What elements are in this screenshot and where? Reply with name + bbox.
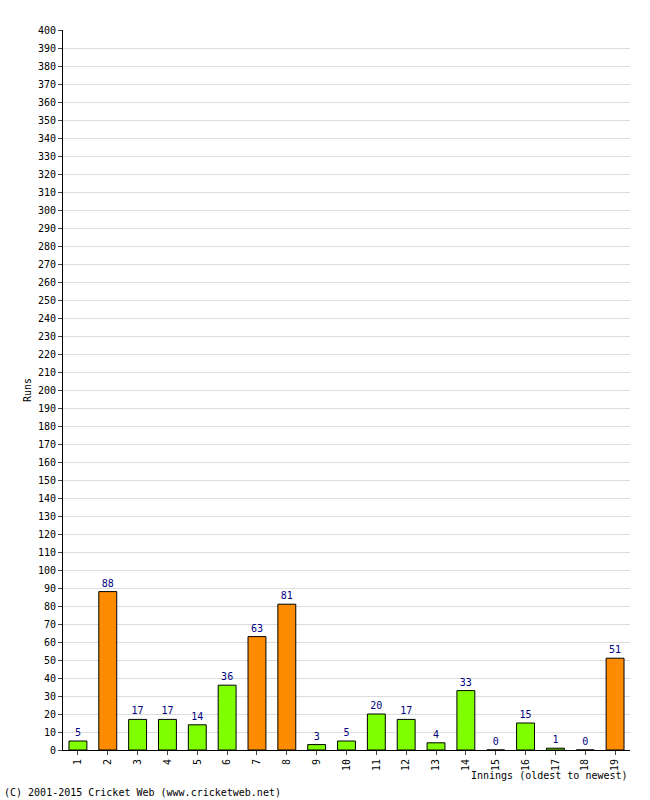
svg-text:1: 1 — [552, 734, 558, 745]
svg-text:14: 14 — [460, 759, 471, 771]
svg-text:19: 19 — [609, 759, 620, 771]
svg-text:81: 81 — [281, 590, 293, 601]
svg-text:4: 4 — [433, 729, 439, 740]
svg-text:0: 0 — [582, 736, 588, 747]
svg-text:290: 290 — [38, 223, 56, 234]
svg-text:88: 88 — [102, 578, 114, 589]
svg-text:180: 180 — [38, 421, 56, 432]
svg-text:390: 390 — [38, 43, 56, 54]
svg-text:16: 16 — [520, 759, 531, 771]
svg-text:5: 5 — [343, 727, 349, 738]
svg-text:30: 30 — [44, 691, 56, 702]
svg-text:0: 0 — [50, 745, 56, 756]
svg-text:50: 50 — [44, 655, 56, 666]
svg-text:20: 20 — [370, 700, 382, 711]
svg-text:3: 3 — [132, 759, 143, 765]
svg-text:110: 110 — [38, 547, 56, 558]
svg-text:150: 150 — [38, 475, 56, 486]
svg-text:3: 3 — [314, 731, 320, 742]
svg-text:170: 170 — [38, 439, 56, 450]
svg-text:10: 10 — [44, 727, 56, 738]
svg-text:240: 240 — [38, 313, 56, 324]
svg-text:36: 36 — [221, 671, 233, 682]
svg-text:2: 2 — [102, 759, 113, 765]
svg-text:100: 100 — [38, 565, 56, 576]
svg-text:120: 120 — [38, 529, 56, 540]
svg-text:1: 1 — [72, 759, 83, 765]
svg-text:250: 250 — [38, 295, 56, 306]
svg-text:270: 270 — [38, 259, 56, 270]
svg-text:14: 14 — [191, 711, 203, 722]
svg-text:360: 360 — [38, 97, 56, 108]
svg-text:330: 330 — [38, 151, 56, 162]
svg-text:280: 280 — [38, 241, 56, 252]
svg-text:380: 380 — [38, 61, 56, 72]
svg-text:200: 200 — [38, 385, 56, 396]
svg-text:5: 5 — [75, 727, 81, 738]
svg-text:17: 17 — [550, 759, 561, 771]
svg-text:130: 130 — [38, 511, 56, 522]
svg-text:230: 230 — [38, 331, 56, 342]
svg-text:260: 260 — [38, 277, 56, 288]
svg-text:210: 210 — [38, 367, 56, 378]
svg-text:8: 8 — [281, 759, 292, 765]
svg-text:140: 140 — [38, 493, 56, 504]
svg-text:370: 370 — [38, 79, 56, 90]
svg-text:63: 63 — [251, 623, 263, 634]
svg-text:11: 11 — [371, 759, 382, 771]
svg-text:160: 160 — [38, 457, 56, 468]
svg-text:18: 18 — [579, 759, 590, 771]
svg-text:Runs: Runs — [22, 378, 33, 402]
svg-text:7: 7 — [251, 759, 262, 765]
svg-text:10: 10 — [341, 759, 352, 771]
svg-text:340: 340 — [38, 133, 56, 144]
svg-text:6: 6 — [221, 759, 232, 765]
svg-text:12: 12 — [400, 759, 411, 771]
svg-text:20: 20 — [44, 709, 56, 720]
svg-text:5: 5 — [192, 759, 203, 765]
svg-text:Innings (oldest to newest): Innings (oldest to newest) — [471, 770, 628, 781]
svg-text:9: 9 — [311, 759, 322, 765]
svg-text:33: 33 — [460, 677, 472, 688]
svg-text:310: 310 — [38, 187, 56, 198]
svg-text:220: 220 — [38, 349, 56, 360]
svg-text:80: 80 — [44, 601, 56, 612]
svg-text:17: 17 — [400, 705, 412, 716]
svg-text:90: 90 — [44, 583, 56, 594]
svg-text:70: 70 — [44, 619, 56, 630]
svg-text:350: 350 — [38, 115, 56, 126]
svg-text:17: 17 — [132, 705, 144, 716]
svg-text:300: 300 — [38, 205, 56, 216]
svg-text:4: 4 — [162, 759, 173, 765]
svg-text:400: 400 — [38, 25, 56, 36]
svg-text:17: 17 — [161, 705, 173, 716]
svg-text:(C) 2001-2015 Cricket Web (www: (C) 2001-2015 Cricket Web (www.cricketwe… — [4, 787, 281, 798]
svg-text:0: 0 — [493, 736, 499, 747]
svg-text:15: 15 — [520, 709, 532, 720]
svg-text:51: 51 — [609, 644, 621, 655]
svg-text:15: 15 — [490, 759, 501, 771]
svg-text:320: 320 — [38, 169, 56, 180]
svg-text:13: 13 — [430, 759, 441, 771]
svg-text:40: 40 — [44, 673, 56, 684]
svg-text:190: 190 — [38, 403, 56, 414]
svg-text:60: 60 — [44, 637, 56, 648]
